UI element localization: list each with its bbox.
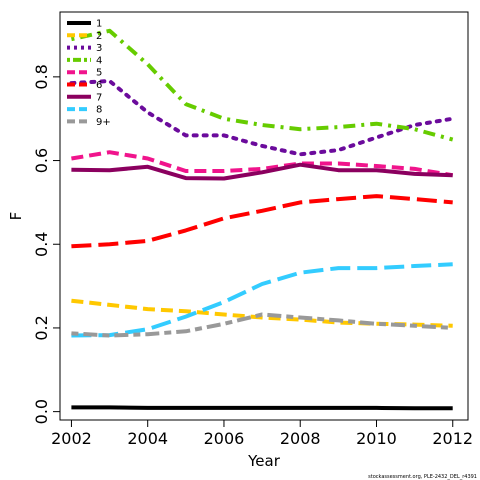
series-line-5	[71, 150, 454, 178]
x-tick-label: 2010	[356, 429, 397, 448]
footnote: stockassessment.org, PLE-2432_DEL_r4391	[368, 474, 477, 480]
legend-label: 6	[96, 80, 102, 91]
x-tick-label: 2006	[204, 429, 245, 448]
y-tick-label: 0.6	[32, 148, 51, 173]
legend-label: 8	[96, 105, 102, 116]
legend-label: 9+	[96, 117, 111, 128]
series-line-7	[71, 162, 453, 181]
y-tick-label: 0.2	[32, 315, 51, 340]
x-tick-label: 2012	[432, 429, 473, 448]
legend-label: 5	[96, 68, 102, 79]
x-tick-label: 2008	[280, 429, 321, 448]
series-line-2	[71, 298, 453, 328]
x-axis: 2002 2004 2006 2008 2010 2012	[51, 420, 473, 448]
y-tick-label: 0.8	[32, 64, 51, 89]
x-tick-label: 2004	[127, 429, 168, 448]
series-group	[69, 28, 455, 411]
plot-frame	[59, 11, 469, 421]
y-axis: 0.0 0.2 0.4 0.6 0.8	[32, 64, 60, 424]
series-line-4	[70, 28, 454, 142]
series-line-1	[71, 405, 453, 411]
x-tick-label: 2002	[51, 429, 92, 448]
x-axis-title: Year	[247, 452, 281, 470]
legend-label: 4	[96, 55, 102, 66]
y-axis-title: F	[7, 212, 25, 221]
legend-label: 7	[96, 92, 102, 103]
series-line-8	[71, 262, 453, 338]
y-tick-label: 0.4	[32, 232, 51, 257]
legend-label: 1	[96, 19, 102, 30]
series-line-9	[71, 312, 453, 338]
series-line-6	[71, 194, 453, 249]
legend-label: 3	[96, 43, 102, 54]
y-tick-label: 0.0	[32, 399, 51, 424]
series-line-3	[69, 79, 455, 157]
legend-label: 2	[96, 31, 102, 42]
